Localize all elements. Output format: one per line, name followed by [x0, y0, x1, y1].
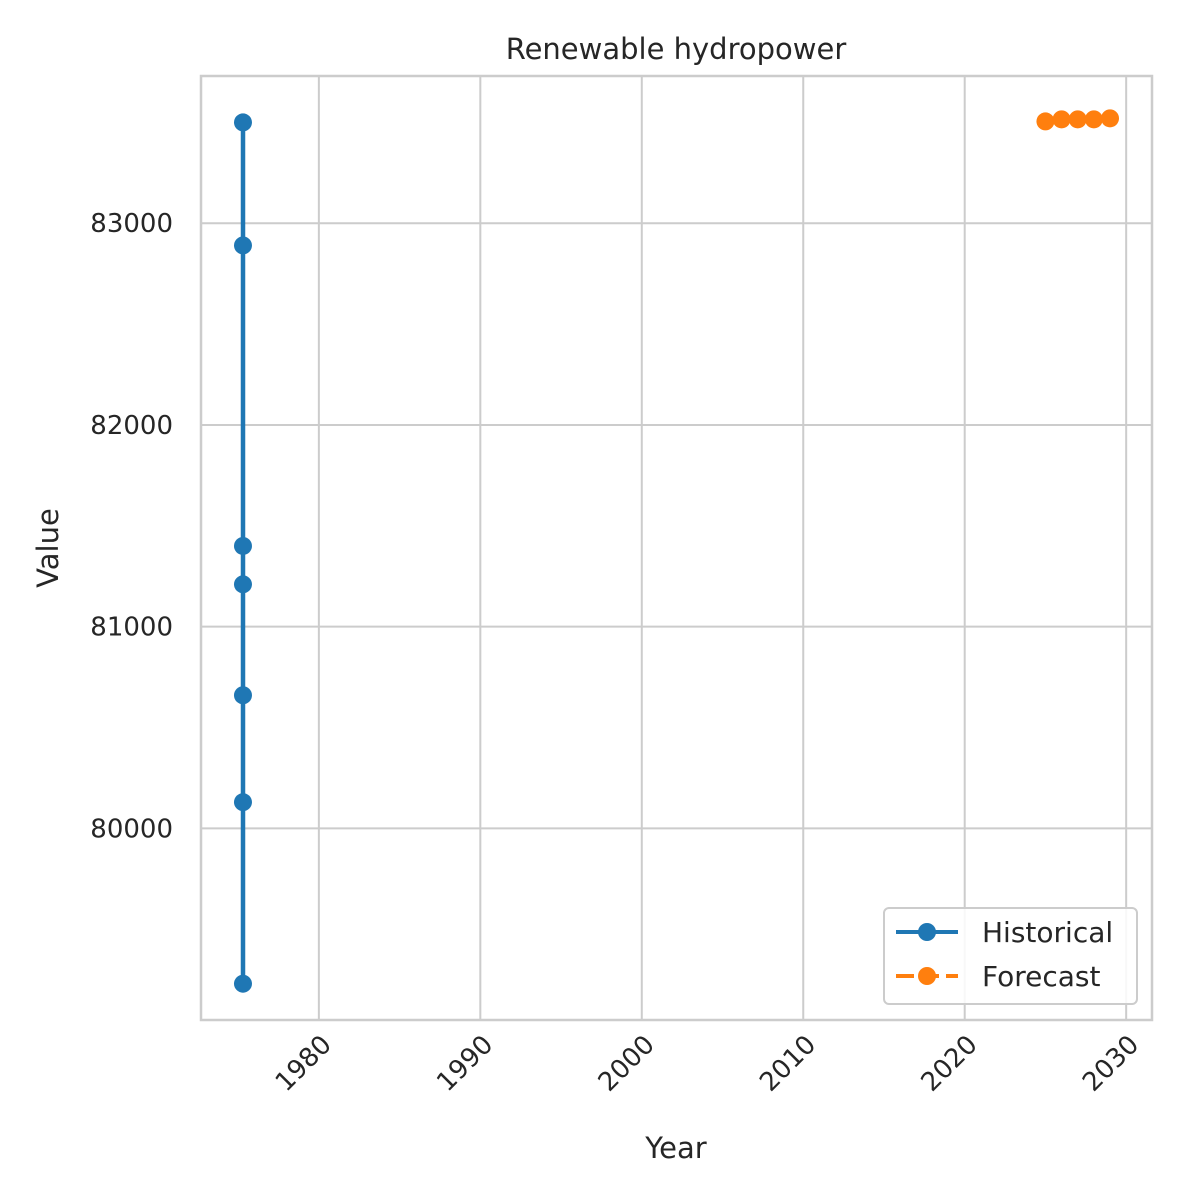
y-tick-label: 83000	[90, 209, 173, 239]
legend-historical-label: Historical	[982, 916, 1113, 949]
data-point-historical	[233, 236, 252, 255]
series-layer	[233, 109, 1120, 993]
y-tick-label: 80000	[90, 814, 173, 844]
data-point-forecast	[1101, 109, 1120, 128]
data-point-forecast	[1036, 112, 1055, 131]
legend-forecast-marker	[918, 967, 936, 985]
y-tick-label: 81000	[90, 613, 173, 643]
legend-forecast-label: Forecast	[982, 960, 1101, 993]
data-point-forecast	[1068, 110, 1087, 129]
chart-title: Renewable hydropower	[506, 32, 847, 66]
data-point-forecast	[1084, 110, 1103, 129]
data-point-historical	[233, 575, 252, 594]
plot-frame	[199, 74, 1154, 1022]
legend-historical-marker	[918, 923, 936, 941]
y-axis-ticks: 80000 81000 82000 83000	[90, 209, 173, 844]
grid	[201, 76, 1152, 1020]
data-point-forecast	[1052, 110, 1071, 129]
data-point-historical	[233, 793, 252, 812]
legend-item-forecast: Forecast	[896, 960, 1101, 993]
legend-item-historical: Historical	[896, 916, 1113, 949]
data-point-historical	[233, 536, 252, 555]
y-axis-label: Value	[31, 508, 65, 588]
x-axis-label: Year	[644, 1131, 706, 1165]
data-point-historical	[233, 686, 252, 705]
legend: Historical Forecast	[883, 907, 1138, 1005]
data-point-historical	[233, 974, 252, 993]
y-tick-label: 82000	[90, 411, 173, 441]
data-point-historical	[233, 113, 252, 132]
